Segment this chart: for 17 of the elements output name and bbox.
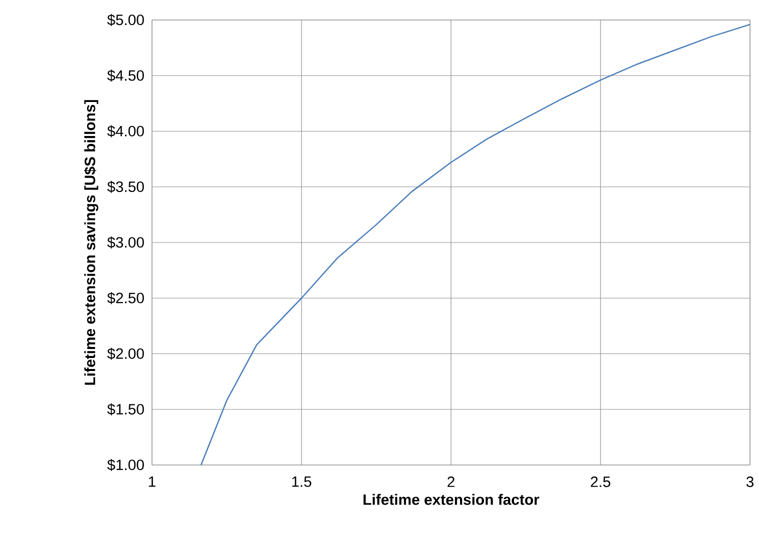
y-tick-label: $2.50 <box>107 292 144 304</box>
line-series <box>200 24 750 465</box>
y-tick-label: $4.50 <box>107 70 144 82</box>
x-axis-title: Lifetime extension factor <box>364 494 540 505</box>
y-axis-title: Lifetime extension savings [U$S billons] <box>84 100 98 385</box>
y-tick-label: $5.00 <box>107 14 144 26</box>
x-tick-label: 3 <box>746 476 754 488</box>
y-tick-label: $1.00 <box>107 458 144 472</box>
x-tick-label: 2.5 <box>590 476 610 488</box>
x-tick-label: 1 <box>148 476 156 487</box>
y-tick-label: $3.00 <box>107 236 144 249</box>
x-tick-label: 2 <box>448 476 454 487</box>
y-tick-label: $3.50 <box>107 180 144 193</box>
y-tick-label: $4.00 <box>107 125 144 138</box>
y-tick-label: $2.00 <box>107 348 144 360</box>
x-tick-label: 1.5 <box>292 476 312 487</box>
y-tick-label: $1.50 <box>107 403 144 416</box>
